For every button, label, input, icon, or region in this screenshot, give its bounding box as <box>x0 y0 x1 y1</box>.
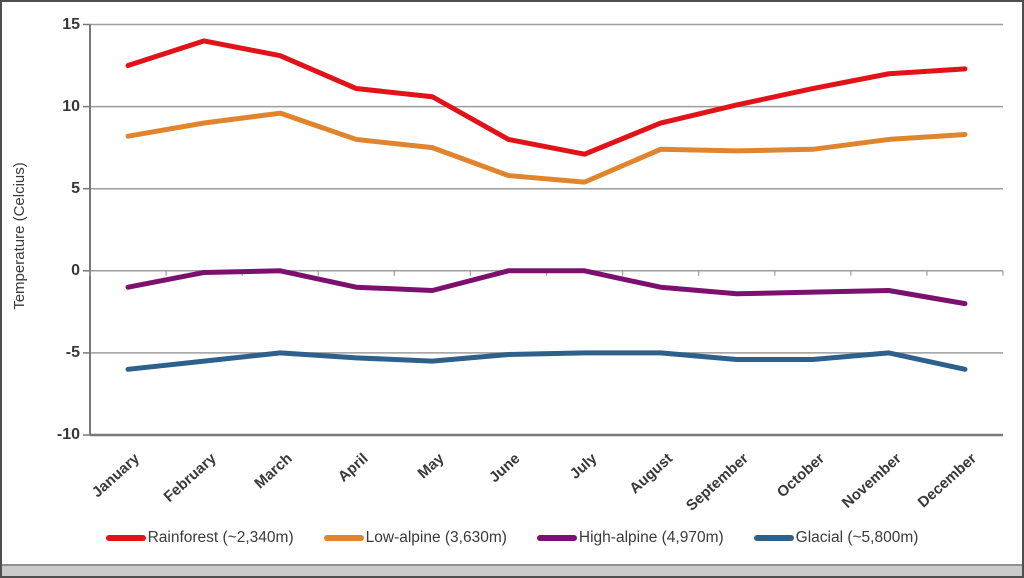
series-line-high-alpine <box>125 268 968 307</box>
legend-entry-glacial: Glacial (~5,800m) <box>753 529 919 547</box>
y-tick-label: 0 <box>71 261 80 279</box>
y-tick-label: -5 <box>65 343 80 361</box>
legend-swatch-glacial <box>753 535 794 541</box>
legend-label-glacial: Glacial (~5,800m) <box>795 529 919 546</box>
y-tick-label: 5 <box>71 179 80 197</box>
y-tick-label: 15 <box>62 15 80 33</box>
legend-label-high-alpine: High-alpine (4,970m) <box>578 529 724 546</box>
legend-label-rainforest: Rainforest (~2,340m) <box>147 529 294 546</box>
legend-swatch-high-alpine <box>536 535 577 541</box>
series-line-rainforest <box>125 38 968 157</box>
y-tick-label: 10 <box>62 97 80 115</box>
y-axis-title: Temperature (Celcius) <box>11 162 28 310</box>
legend-swatch-low-alpine <box>323 535 364 541</box>
y-tick-label: -10 <box>56 426 80 443</box>
series-line-glacial <box>125 350 968 372</box>
series-line-low-alpine <box>125 110 968 185</box>
legend-entry-high-alpine: High-alpine (4,970m) <box>536 529 724 547</box>
legend-entry-low-alpine: Low-alpine (3,630m) <box>323 529 507 547</box>
bottom-edge-strip <box>2 564 1022 576</box>
legend-entry-rainforest: Rainforest (~2,340m) <box>105 529 294 547</box>
legend-label-low-alpine: Low-alpine (3,630m) <box>365 529 507 546</box>
legend-swatch-rainforest <box>105 535 146 541</box>
chart-legend: Rainforest (~2,340m) Low-alpine (3,630m)… <box>2 529 1022 547</box>
